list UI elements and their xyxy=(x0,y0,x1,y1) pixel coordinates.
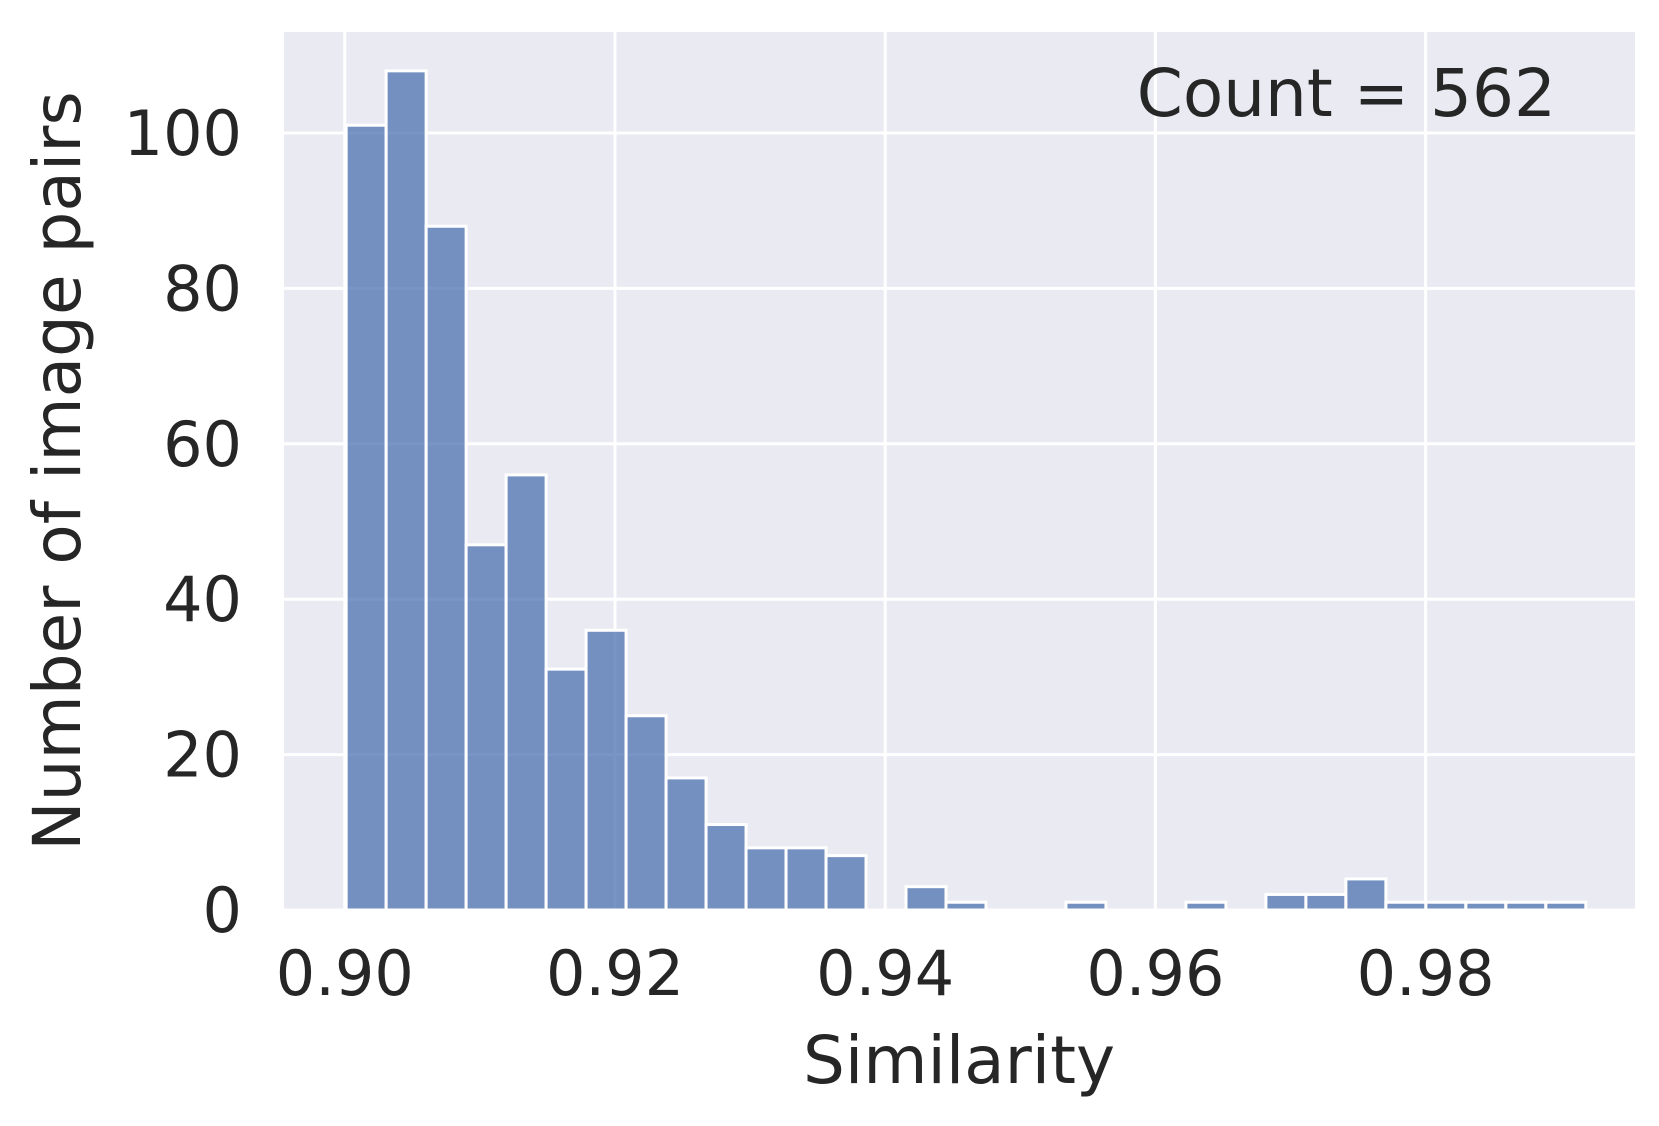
x-axis-label: Similarity xyxy=(803,1022,1115,1099)
x-tick-label-3: 0.96 xyxy=(1086,937,1224,1010)
histogram-bar-0 xyxy=(344,123,388,912)
histogram-bar-3 xyxy=(464,543,508,912)
y-tick-label-4: 80 xyxy=(163,252,242,325)
histogram-bar-9 xyxy=(704,823,748,912)
histogram-bar-15 xyxy=(944,900,988,912)
y-tick-label-2: 40 xyxy=(163,563,242,636)
histogram-bar-18 xyxy=(1064,900,1108,912)
x-tick-label-2: 0.94 xyxy=(816,937,954,1010)
y-tick-label-0: 0 xyxy=(203,874,242,947)
y-tick-label-1: 20 xyxy=(163,719,242,792)
histogram-bar-28 xyxy=(1464,900,1508,912)
histogram-bar-7 xyxy=(624,714,668,912)
histogram-bar-24 xyxy=(1304,892,1348,912)
x-tick-label-4: 0.98 xyxy=(1357,937,1495,1010)
histogram-bar-1 xyxy=(384,69,428,912)
histogram-bar-10 xyxy=(744,846,788,912)
histogram-bar-26 xyxy=(1384,900,1428,912)
histogram-bar-12 xyxy=(824,854,868,912)
histogram-bar-21 xyxy=(1184,900,1228,912)
y-tick-label-5: 100 xyxy=(124,97,242,170)
histogram-bar-23 xyxy=(1264,892,1308,912)
bars xyxy=(344,69,1588,912)
x-tick-labels: 0.90 0.92 0.94 0.96 0.98 xyxy=(276,937,1495,1010)
x-tick-label-1: 0.92 xyxy=(546,937,684,1010)
histogram-bar-11 xyxy=(784,846,828,912)
histogram-bar-6 xyxy=(584,628,628,912)
histogram-bar-25 xyxy=(1344,877,1388,912)
histogram-bar-29 xyxy=(1504,900,1548,912)
y-axis-label: Number of image pairs xyxy=(19,91,96,850)
count-annotation: Count = 562 xyxy=(1137,55,1556,132)
histogram-bar-14 xyxy=(904,885,948,912)
y-tick-label-3: 60 xyxy=(163,408,242,481)
histogram-bar-8 xyxy=(664,776,708,912)
y-tick-labels: 0 20 40 60 80 100 xyxy=(124,97,242,947)
histogram-bar-30 xyxy=(1544,900,1588,912)
histogram-bar-5 xyxy=(544,667,588,912)
histogram-bar-27 xyxy=(1424,900,1468,912)
x-tick-label-0: 0.90 xyxy=(276,937,414,1010)
histogram-bar-2 xyxy=(424,224,468,912)
histogram-bar-4 xyxy=(504,473,548,912)
